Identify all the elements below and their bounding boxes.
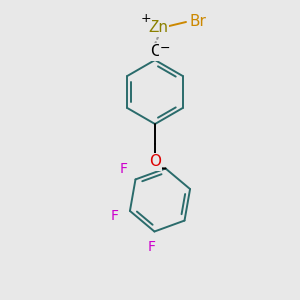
Text: O: O xyxy=(149,154,161,169)
Text: Br: Br xyxy=(190,14,206,29)
Text: −: − xyxy=(160,41,170,55)
Text: F: F xyxy=(148,240,156,254)
Text: F: F xyxy=(119,162,127,176)
Text: C: C xyxy=(150,44,160,59)
Text: Zn: Zn xyxy=(148,20,168,35)
Text: +: + xyxy=(141,13,151,26)
Text: F: F xyxy=(111,209,119,224)
